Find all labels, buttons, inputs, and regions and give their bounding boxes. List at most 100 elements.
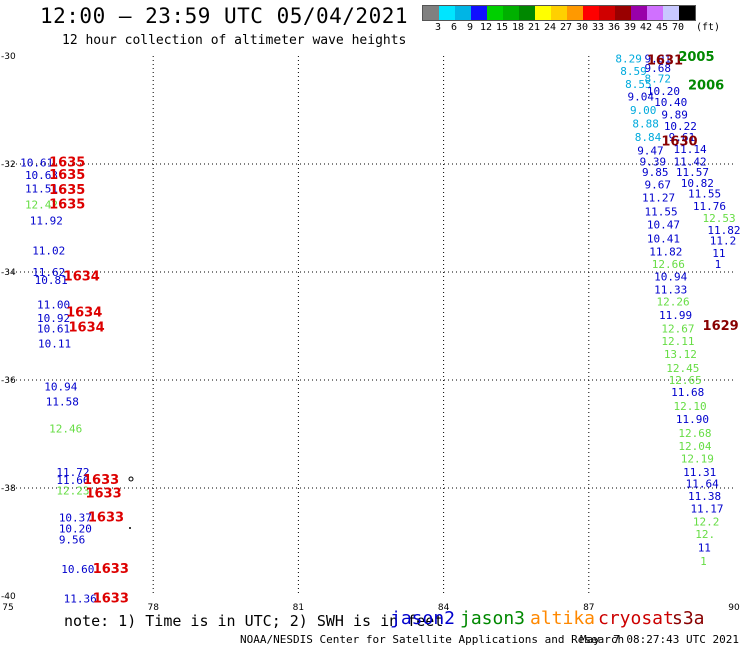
track-label: 2006 [688,79,724,94]
colorbar-level-label: 70 [671,22,685,33]
swh-value: 10.47 [647,218,680,231]
swh-value: 9.56 [59,533,86,546]
legend-item-jason2: jason2 [390,608,456,629]
swh-value: 11.14 [674,143,707,156]
swh-value: 11.33 [654,283,687,296]
colorbar-swatch [439,6,455,20]
y-tick-label: -34 [1,268,16,278]
track-label: 1633 [88,511,124,526]
swh-value: 10.37 [59,512,92,525]
legend-item-cryosat: cryosat [598,608,674,629]
swh-value: 10.61 [37,323,70,336]
track-label: 1635 [49,168,85,183]
colorbar-swatch [519,6,535,20]
swh-value: 9.68 [644,62,671,75]
swh-value: 11.68 [671,386,704,399]
swh-value: 1 [715,258,722,271]
track-label: 1635 [49,198,85,213]
y-tick-label: -36 [1,376,16,386]
swh-value: 9.67 [644,179,671,192]
swh-value: 10.81 [35,274,68,287]
colorbar-swatch [631,6,647,20]
swh-value: 10.92 [37,312,70,325]
swh-value: 8.55 [625,78,652,91]
colorbar [422,5,696,21]
colorbar-level-label: 45 [655,22,669,33]
swh-value: 9.89 [661,108,688,121]
colorbar-level-label: 12 [479,22,493,33]
swh-value: 10.22 [664,120,697,133]
swh-value: 10.82 [681,177,714,190]
swh-value: 10.94 [44,380,77,393]
swh-value: 11.92 [30,215,63,228]
swh-value: 11.27 [642,191,675,204]
swh-value: 11.17 [690,503,723,516]
note-text: note: 1) Time is in UTC; 2) SWH is in fe… [64,612,444,630]
swh-value: 11.58 [46,396,79,409]
swh-value: 8.88 [632,118,659,131]
x-tick-label: 75 [2,603,13,613]
colorbar-swatch [615,6,631,20]
colorbar-swatch [583,6,599,20]
swh-value: 9.00 [630,104,657,117]
colorbar-level-label: 9 [466,22,474,33]
colorbar-level-label: 24 [543,22,557,33]
swh-value: 11.82 [707,224,740,237]
swh-value: 13.12 [664,348,697,361]
swh-value: 11.62 [32,266,65,279]
swh-value: 12. [695,528,715,541]
swh-value: 12.46 [49,423,82,436]
swh-value: 11.55 [688,188,721,201]
track-label: 1629 [703,319,739,334]
swh-value: 12.10 [674,400,707,413]
swh-value: 8.84 [635,131,662,144]
track-marker [128,476,134,482]
swh-value: 9.01 [644,53,671,66]
swh-value: 12.11 [661,335,694,348]
legend-item-s3a: s3a [672,608,705,629]
track-label: 1631 [647,53,683,68]
colorbar-swatch [551,6,567,20]
x-tick-label: 90 [728,603,740,613]
colorbar-swatch [455,6,471,20]
swh-value: 11.00 [37,298,70,311]
swh-value: 10.63 [25,169,58,182]
track-label: 1634 [69,321,105,336]
track-label: 1634 [66,306,102,321]
swh-value: 11.55 [644,206,677,219]
x-tick-label: 78 [147,603,159,613]
swh-value: 11.57 [676,166,709,179]
swh-value: 12.42 [25,199,58,212]
colorbar-swatch [471,6,487,20]
swh-value: 10.60 [61,563,94,576]
track-label: 1635 [49,155,85,170]
swh-value: 12.26 [657,296,690,309]
swh-value: 11.42 [674,155,707,168]
swh-value: 11.82 [649,245,682,258]
colorbar-swatch [663,6,679,20]
colorbar-level-label: 33 [591,22,605,33]
swh-value: 10.61 [20,156,53,169]
colorbar-unit-label: (ft) [695,22,721,33]
colorbar-level-label: 21 [527,22,541,33]
page-title: 12:00 – 23:59 UTC 05/04/2021 [40,4,409,28]
colorbar-swatch [647,6,663,20]
colorbar-level-label: 6 [450,22,458,33]
swh-value: 12.66 [652,258,685,271]
swh-value: 11.02 [32,244,65,257]
x-tick-label: 81 [293,603,304,613]
swh-value: 12.53 [703,212,736,225]
swh-value: 11.66 [56,474,89,487]
swh-value: 11.99 [659,309,692,322]
x-tick-label: 84 [438,603,450,613]
colorbar-swatch [679,6,695,20]
track-label: 2005 [678,50,714,65]
swh-value: 12.65 [669,374,702,387]
colorbar-level-label: 36 [607,22,621,33]
track-marker [129,527,131,529]
colorbar-level-label: 18 [511,22,525,33]
swh-value: 10.41 [647,233,680,246]
swh-value: 11.76 [693,200,726,213]
swh-value: 12.68 [678,427,711,440]
y-tick-label: -38 [1,484,16,494]
